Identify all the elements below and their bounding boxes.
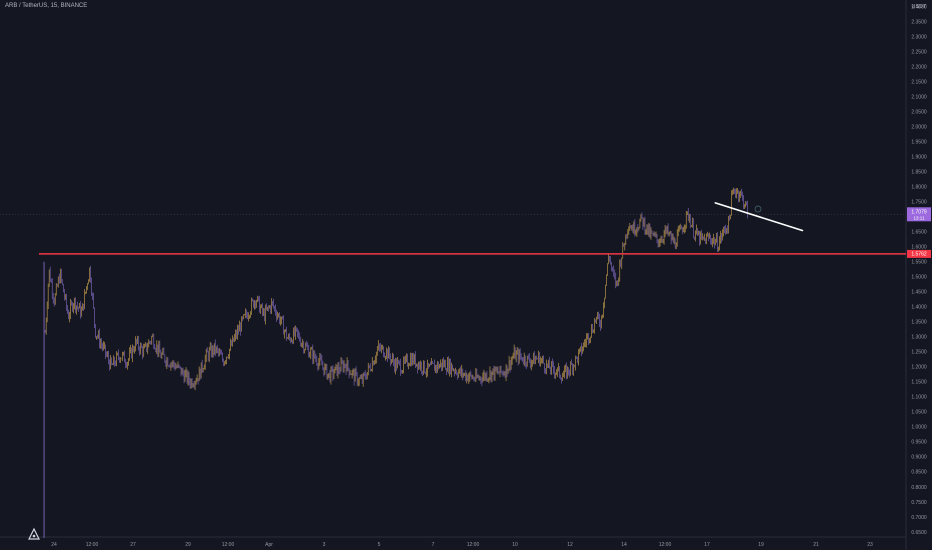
- x-tick-label: 10: [512, 542, 518, 548]
- cursor-marker: [754, 205, 762, 213]
- y-tick-label: 1.2000: [911, 365, 927, 371]
- y-tick-label: 1.3500: [911, 320, 927, 326]
- tradingview-logo-icon: [28, 527, 40, 540]
- y-tick-label: 1.9000: [911, 154, 927, 160]
- x-tick-label: 29: [185, 542, 191, 548]
- x-tick-label: 12:00: [467, 542, 480, 548]
- x-tick-label: 12:00: [86, 542, 99, 548]
- level-price-tag: 1.5762: [907, 249, 931, 258]
- current-price-countdown: 13:11: [914, 215, 925, 220]
- y-tick-label: 1.2500: [911, 350, 927, 356]
- x-tick-label: 19: [758, 542, 764, 548]
- y-tick-label: 1.5500: [911, 260, 927, 266]
- y-tick-label: 0.7000: [911, 515, 927, 521]
- y-tick-label: 0.6500: [911, 530, 927, 536]
- y-tick-label: 2.1500: [911, 79, 927, 85]
- current-price-value: 1.7079: [911, 210, 927, 216]
- resistance-trendline[interactable]: [714, 202, 804, 232]
- y-tick-label: 1.7500: [911, 200, 927, 206]
- axis-currency-label: USDT: [912, 4, 928, 10]
- y-tick-label: 1.8500: [911, 170, 927, 176]
- y-tick-label: 1.0500: [911, 410, 927, 416]
- y-tick-label: 1.0000: [911, 425, 927, 431]
- y-tick-label: 2.3000: [911, 34, 927, 40]
- x-tick-label: 17: [704, 542, 710, 548]
- x-tick-label: 5: [378, 542, 381, 548]
- y-tick-label: 2.0000: [911, 124, 927, 130]
- y-tick-label: 1.6000: [911, 245, 927, 251]
- candles-group: [44, 187, 748, 391]
- y-tick-label: 2.2500: [911, 49, 927, 55]
- y-tick-label: 0.8000: [911, 485, 927, 491]
- y-tick-label: 1.4000: [911, 305, 927, 311]
- symbol-title: ARB / TetherUS, 15, BINANCE: [5, 3, 88, 9]
- y-tick-label: 0.8500: [911, 470, 927, 476]
- x-tick-label: 12:00: [222, 542, 235, 548]
- y-tick-label: 1.1500: [911, 380, 927, 386]
- level-price-value: 1.5762: [911, 252, 927, 258]
- x-tick-label: 21: [813, 542, 819, 548]
- current-price-tag-bg: [907, 207, 931, 222]
- y-tick-label: 1.6500: [911, 230, 927, 236]
- y-tick-label: 0.7500: [911, 500, 927, 506]
- x-tick-label: 27: [130, 542, 136, 548]
- x-tick-label: Apr: [265, 542, 273, 548]
- x-tick-label: 24: [51, 542, 57, 548]
- y-tick-label: 1.3000: [911, 335, 927, 341]
- y-tick-label: 1.4500: [911, 290, 927, 296]
- y-tick-label: 2.4000: [911, 4, 927, 10]
- x-tick-label: 12:00: [659, 542, 672, 548]
- level-price-tag-bg: [907, 249, 931, 258]
- x-tick-label: 3: [323, 542, 326, 548]
- y-tick-label: 2.0500: [911, 109, 927, 115]
- y-tick-label: 1.1000: [911, 395, 927, 401]
- x-tick-label: 14: [621, 542, 627, 548]
- x-tick-label: 23: [867, 542, 873, 548]
- y-tick-label: 2.1000: [911, 94, 927, 100]
- y-tick-label: 2.3500: [911, 19, 927, 25]
- x-tick-label: 7: [432, 542, 435, 548]
- y-tick-label: 0.9000: [911, 455, 927, 461]
- x-tick-label: 12: [567, 542, 573, 548]
- y-tick-label: 1.5000: [911, 275, 927, 281]
- y-tick-label: 1.9500: [911, 139, 927, 145]
- y-tick-label: 1.8000: [911, 185, 927, 191]
- y-tick-label: 2.2000: [911, 64, 927, 70]
- y-tick-label: 0.9500: [911, 440, 927, 446]
